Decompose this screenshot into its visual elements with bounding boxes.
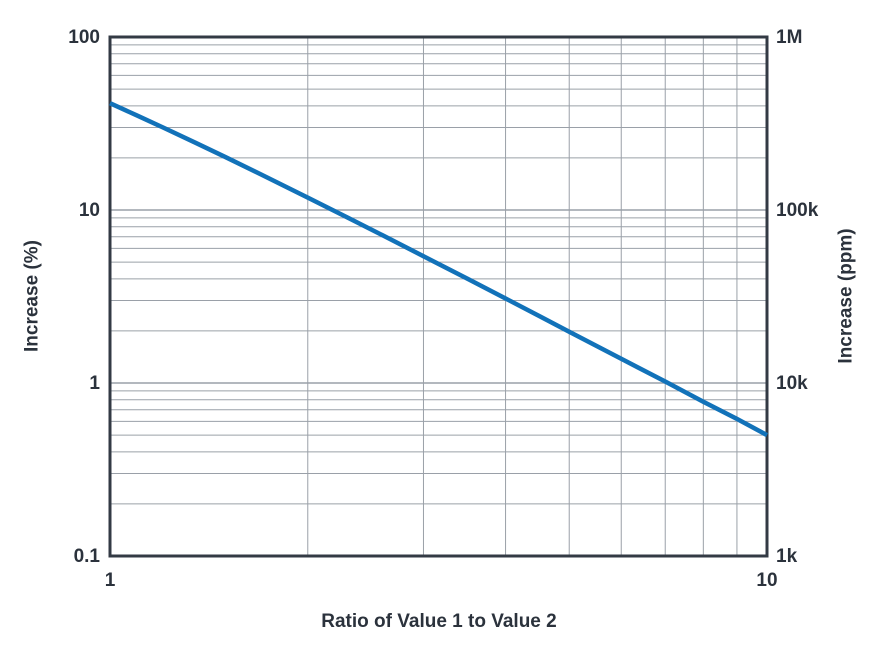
y-tick-label-left: 100: [68, 27, 100, 48]
y-tick-label-right: 10k: [776, 373, 808, 394]
y-axis-title-left: Increase (%): [21, 240, 43, 352]
y-tick-label-right: 1k: [776, 546, 798, 567]
x-axis-title: Ratio of Value 1 to Value 2: [321, 611, 557, 632]
y-tick-label-right: 1M: [776, 27, 803, 48]
axis-frame: [108, 35, 769, 558]
y-tick-label-left: 10: [78, 200, 100, 221]
series-line-increase-vs-ratio: [109, 101, 769, 438]
y-tick-label-right: 100k: [776, 200, 819, 221]
y-axis-title-right: Increase (ppm): [835, 228, 857, 364]
x-tick-label: 10: [756, 570, 778, 591]
y-tick-label-left: 1: [89, 373, 100, 394]
y-tick-label-left: 0.1: [73, 546, 100, 567]
x-tick-label: 1: [104, 570, 116, 591]
